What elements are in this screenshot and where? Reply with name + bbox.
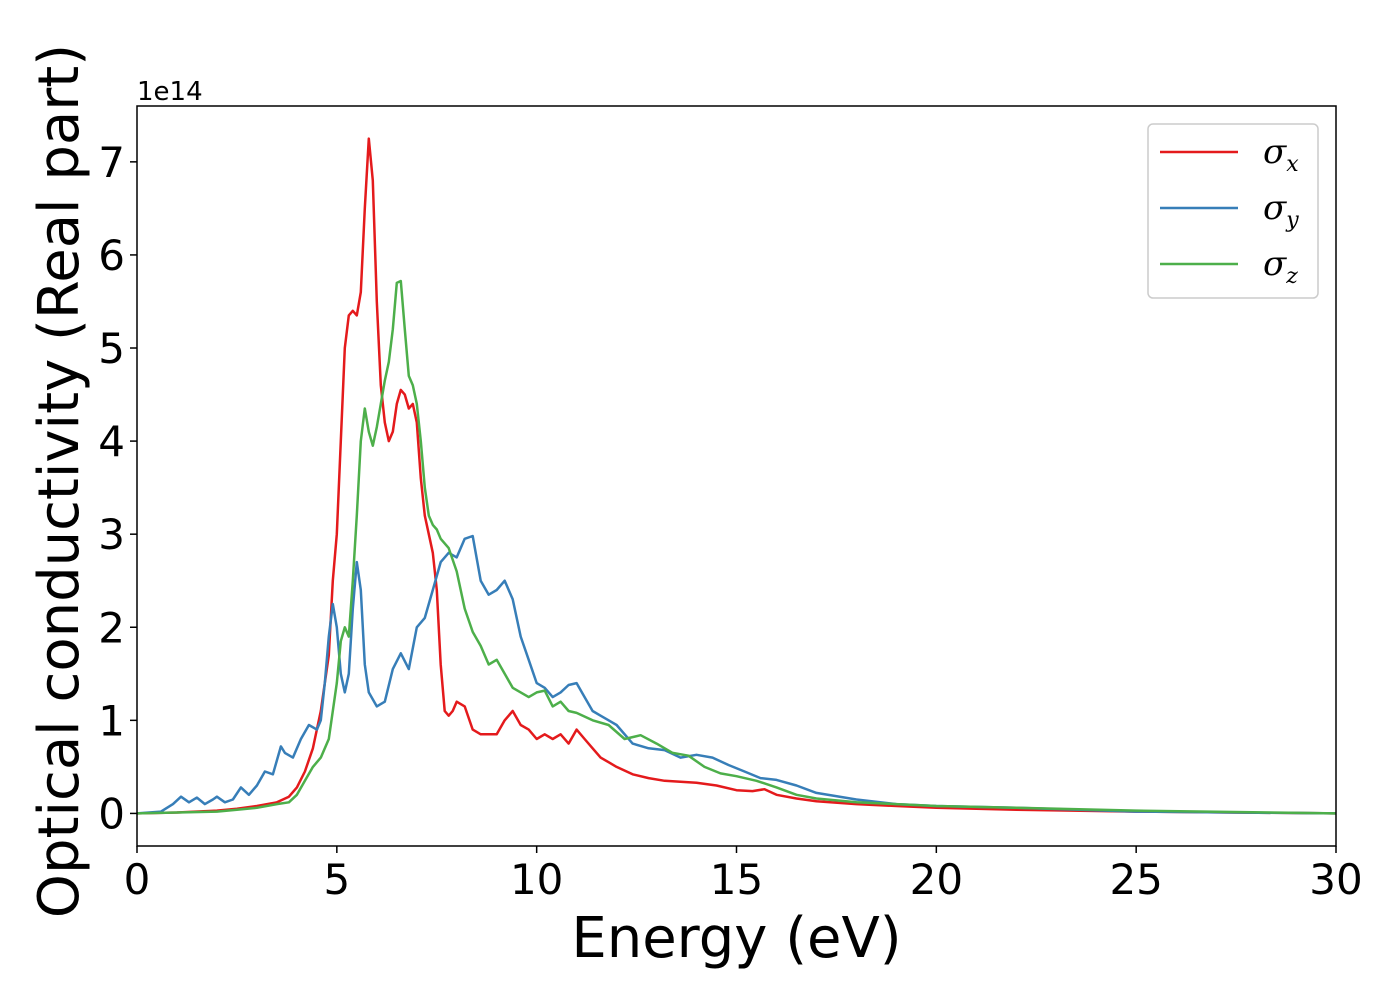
x-axis-label: Energy (eV)	[571, 906, 901, 971]
legend-box	[1147, 123, 1319, 299]
y-tick-label: 3	[98, 510, 125, 559]
y-tick-label: 6	[98, 231, 125, 280]
x-tick-label: 20	[910, 855, 963, 904]
axis-ticks: 0 5 10 15 20 25 30 0 1 2 3 4 5 6 7	[98, 138, 1362, 904]
y-tick-label: 4	[98, 417, 125, 466]
series-layer	[137, 137, 1336, 815]
series-line-z	[137, 279, 1336, 815]
series-line-x	[137, 137, 1336, 815]
legend-label-x: σx	[1263, 132, 1299, 177]
x-tick-label: 15	[710, 855, 763, 904]
x-tick-label: 25	[1109, 855, 1162, 904]
x-tick-label: 30	[1309, 855, 1362, 904]
x-tick-label: 5	[323, 855, 350, 904]
y-tick-label: 7	[98, 138, 125, 187]
y-tick-label: 2	[98, 603, 125, 652]
series-line-y	[137, 534, 1336, 815]
y-axis-label: Optical conductivity (Real part)	[27, 44, 92, 918]
y-tick-label: 5	[98, 324, 125, 373]
legend-label-y: σy	[1263, 188, 1299, 233]
y-tick-label: 0	[98, 789, 125, 838]
y-tick-label: 1	[98, 696, 125, 745]
x-tick-label: 0	[124, 855, 151, 904]
x-tick-label: 10	[510, 855, 563, 904]
y-axis-offset-text: 1e14	[137, 77, 203, 107]
